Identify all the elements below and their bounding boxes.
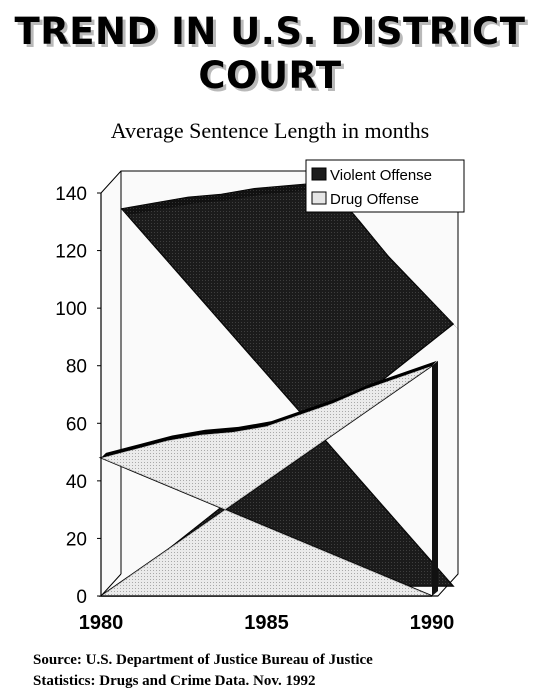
y-tick-label: 20 [66,529,87,550]
x-tick-label: 1985 [244,612,289,634]
chart-title-line-2: COURT [198,54,342,97]
violent-offense-texture [122,183,453,586]
legend-label-drug: Drug Offense [330,191,419,208]
legend: Violent Offense Drug Offense [305,159,465,213]
legend-swatch-violent [311,167,327,181]
source-line-1: Source: U.S. Department of Justice Burea… [33,652,373,668]
floor-edge [100,573,122,597]
y-tick-label: 60 [66,414,87,435]
x-tick-label: 1990 [410,612,455,634]
area-chart: 0 20 40 60 80 100 120 140 1980 1985 1990 Violent O… [55,159,465,634]
chart-title: TREND IN U.S. DISTRICT COURT [0,10,540,98]
legend-box [305,159,465,213]
y-tick-label: 120 [55,242,87,263]
source-note: Source: U.S. Department of Justice Burea… [33,650,513,692]
x-tick-label: 1980 [79,612,124,634]
y-tick-label: 40 [66,472,87,493]
y-tick-label: 80 [66,357,87,378]
chart-subtitle: Average Sentence Length in months [110,118,430,143]
drug-offense-ribbon [101,360,437,458]
drug-offense-texture [101,365,432,596]
y-tick-label: 140 [55,184,87,205]
legend-swatch-drug [311,191,327,205]
chart-title-line-1: TREND IN U.S. DISTRICT [14,10,526,53]
y-tick-label: 100 [55,299,87,320]
source-line-2: Statistics: Drugs and Crime Data. Nov. 1… [33,673,316,689]
y-tick-label: 0 [76,587,87,608]
legend-label-violent: Violent Offense [330,167,432,184]
drug-offense-side [432,360,438,596]
